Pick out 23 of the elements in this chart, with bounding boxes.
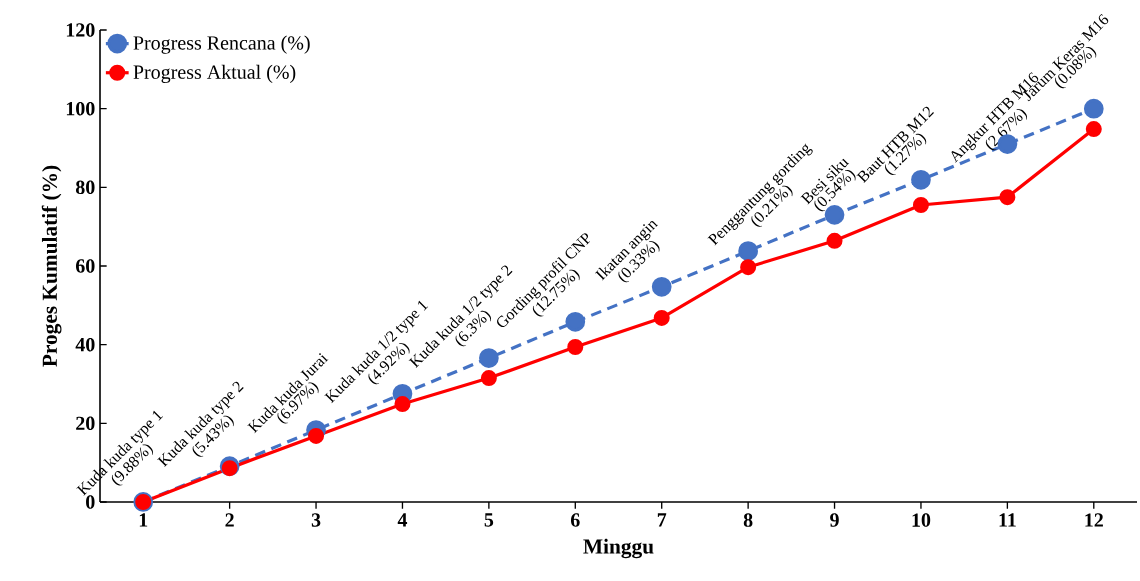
- x-tick-label: 8: [743, 513, 753, 527]
- y-tick-label: 80: [75, 180, 95, 195]
- x-tick-label: 2: [225, 513, 234, 527]
- x-axis-title: Minggu: [583, 538, 654, 559]
- y-axis-title: Proges Kumulatif (%): [41, 165, 62, 367]
- x-tick-label: 9: [830, 513, 839, 527]
- x-tick-label: 7: [657, 513, 667, 527]
- legend-label: Progress Rencana (%): [133, 35, 310, 54]
- y-tick-label: 0: [86, 495, 95, 509]
- x-tick-label: 4: [397, 513, 408, 527]
- x-tick-label: 12: [1085, 513, 1103, 527]
- y-tick-label: 20: [76, 416, 95, 431]
- y-tick-label: 60: [75, 259, 95, 273]
- legend-label: Progress Aktual (%): [133, 64, 296, 83]
- y-tick-label: 100: [66, 101, 95, 116]
- y-tick-label: 40: [75, 337, 95, 352]
- x-tick-label: 6: [570, 513, 580, 527]
- x-tick-label: 10: [912, 513, 931, 527]
- x-tick-label: 5: [484, 513, 494, 527]
- x-tick-label: 11: [999, 513, 1016, 527]
- x-tick-label: 3: [311, 513, 321, 527]
- x-tick-label: 1: [139, 513, 148, 527]
- y-tick-label: 120: [66, 23, 95, 37]
